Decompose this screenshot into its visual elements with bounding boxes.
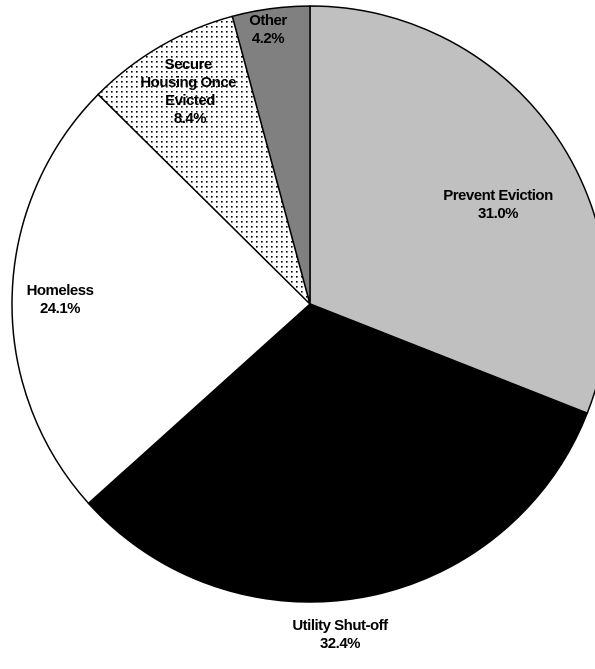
pie-slice: [97, 15, 312, 307]
slice-label: Other: [249, 12, 287, 29]
slice-value-label: 32.4%: [320, 635, 360, 652]
slice-value-label: 24.1%: [40, 300, 80, 317]
slice-label: Homeless: [27, 282, 94, 299]
slice-label: Prevent Eviction: [443, 187, 553, 204]
slice-label-line: Housing Once: [140, 74, 239, 91]
slice-label-line: Other: [249, 12, 287, 29]
slice-value-label: 31.0%: [478, 205, 518, 222]
slice-label-line: Evicted: [165, 92, 215, 109]
slice-label: Utility Shut-off: [292, 617, 389, 634]
pie-slice: [11, 93, 312, 505]
slice-label-line: Utility Shut-off: [292, 617, 389, 634]
pie-slice: [87, 303, 589, 603]
slice-label-line: Homeless: [27, 282, 94, 299]
pie-slice: [231, 5, 311, 305]
slice-label: Secure Housing Once Evicted: [140, 56, 239, 109]
pie-slice: [309, 5, 595, 415]
slice-label-line: Prevent Eviction: [443, 187, 553, 204]
slice-value-label: 4.2%: [252, 30, 284, 47]
slice-value-label: 8.4%: [174, 110, 206, 127]
slice-label-line: Secure: [165, 56, 216, 73]
